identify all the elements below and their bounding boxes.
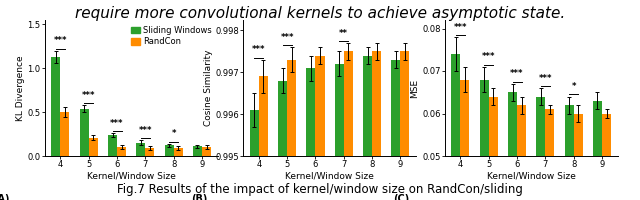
Text: Fig.7 Results of the impact of kernel/window size on RandCon/sliding: Fig.7 Results of the impact of kernel/wi… [117,183,523,196]
Text: ***: *** [139,126,152,135]
Bar [250,110,259,200]
Text: ***: *** [252,45,266,54]
Bar [145,148,154,156]
Legend: Sliding Windows, RandCon: Sliding Windows, RandCon [130,24,213,48]
Text: ***: *** [482,52,495,61]
Bar [173,148,183,156]
Text: ***: *** [454,23,467,32]
Text: ***: *** [510,69,524,78]
Bar [545,109,554,200]
Bar [536,97,545,200]
Bar [89,138,98,156]
Bar [460,79,470,200]
Bar [401,51,410,200]
Bar [363,56,372,200]
Bar [117,147,126,156]
Bar [278,81,287,200]
Text: *: * [572,82,576,91]
Bar [344,51,353,200]
Y-axis label: KL Divergence: KL Divergence [16,55,25,121]
Y-axis label: MSE: MSE [410,78,419,98]
Text: ***: *** [280,33,294,42]
Bar [602,114,611,200]
Bar [51,57,60,156]
Bar [307,68,316,200]
Y-axis label: Cosine Similarity: Cosine Similarity [204,50,212,126]
Bar [287,60,296,200]
Text: *: * [172,129,176,138]
Text: **: ** [339,29,348,38]
Bar [259,76,268,200]
X-axis label: Kernel/Window Size: Kernel/Window Size [487,172,575,181]
Bar [316,56,324,200]
Bar [593,101,602,200]
Bar [164,145,173,156]
Text: ***: *** [54,36,67,45]
Bar [564,105,573,200]
Bar [60,112,70,156]
Text: (A): (A) [0,194,10,200]
Bar [136,143,145,156]
Text: (B): (B) [191,194,208,200]
Bar [372,51,381,200]
X-axis label: Kernel/Window Size: Kernel/Window Size [285,172,374,181]
Bar [451,54,460,200]
Text: (C): (C) [393,194,409,200]
Bar [489,97,498,200]
Bar [391,60,401,200]
Bar [573,114,583,200]
X-axis label: Kernel/Window Size: Kernel/Window Size [87,172,175,181]
Bar [508,92,517,200]
Bar [193,146,202,156]
Text: ***: *** [110,119,124,128]
Text: require more convolutional kernels to achieve asymptotic state.: require more convolutional kernels to ac… [75,6,565,21]
Bar [517,105,526,200]
Bar [479,79,489,200]
Text: ***: *** [82,91,95,100]
Bar [335,64,344,200]
Text: ***: *** [539,74,552,83]
Bar [202,147,211,156]
Bar [79,109,89,156]
Bar [108,135,117,156]
